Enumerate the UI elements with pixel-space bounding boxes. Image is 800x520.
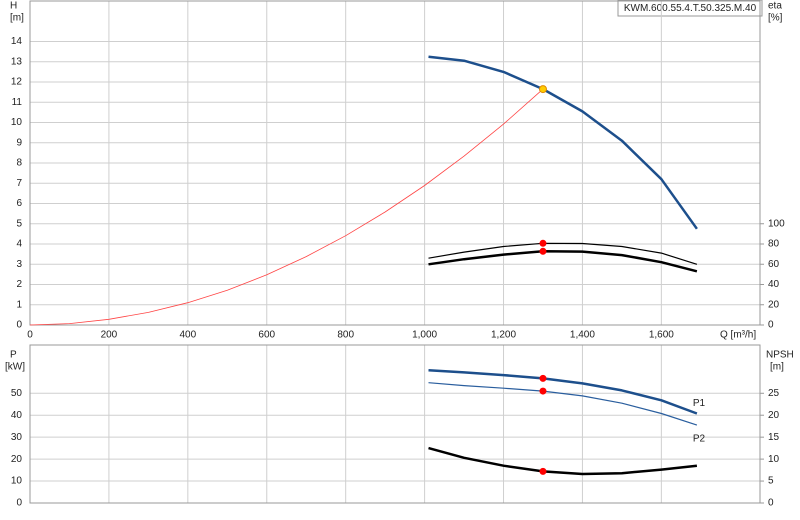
y-tick-label: 4	[16, 239, 22, 250]
x-tick-label: 1,600	[649, 330, 674, 341]
y-tick-label: 10	[11, 117, 23, 128]
series-label: P1	[693, 398, 706, 409]
y2-tick-label: 0	[768, 498, 774, 509]
x-tick-label: 1,400	[570, 330, 595, 341]
duty-point	[539, 374, 547, 382]
curve	[428, 382, 698, 426]
y2-tick-label: 0	[768, 320, 774, 331]
y-tick-label: 9	[16, 137, 22, 148]
y-tick-label: 3	[16, 259, 22, 270]
duty-point	[539, 467, 547, 475]
y2-axis-unit: [m]	[770, 362, 784, 373]
curve	[428, 250, 698, 273]
title-box	[617, 0, 763, 17]
y-tick-label: 10	[11, 476, 23, 487]
x-tick-label: 800	[337, 330, 354, 341]
curve	[428, 242, 698, 265]
y-tick-label: 2	[16, 279, 22, 290]
x-tick-label: 400	[179, 330, 196, 341]
x-tick-label: 600	[258, 330, 275, 341]
curve	[428, 446, 698, 476]
y-tick-label: 6	[16, 198, 22, 209]
y-tick-label: 1	[16, 299, 22, 310]
duty-point	[538, 85, 547, 94]
y-tick-label: 30	[11, 432, 23, 443]
y-tick-label: 12	[11, 77, 23, 88]
x-tick-label: 1,200	[491, 330, 516, 341]
y-tick-label: 0	[16, 320, 22, 331]
y-tick-label: 50	[11, 388, 23, 399]
x-axis-label: Q [m³/h]	[720, 330, 756, 341]
y-tick-label: 13	[11, 56, 23, 67]
curve	[428, 55, 698, 230]
y2-tick-label: 25	[768, 388, 780, 399]
duty-point	[539, 387, 547, 395]
x-tick-label: 200	[101, 330, 118, 341]
y2-tick-label: 80	[768, 239, 780, 250]
y-tick-label: 40	[11, 410, 23, 421]
y2-tick-label: 5	[768, 476, 774, 487]
duty-point	[539, 239, 547, 247]
y-axis-unit: [m]	[10, 13, 24, 24]
y2-tick-label: 40	[768, 279, 780, 290]
curve	[29, 88, 544, 326]
plot-frame	[29, 0, 761, 326]
y2-tick-label: 20	[768, 299, 780, 310]
chart-title: KWM.600.55.4.T.50.325.M.40	[624, 3, 757, 14]
x-tick-label: 1,000	[412, 330, 437, 341]
y2-tick-label: 15	[768, 432, 780, 443]
y-axis-label: P	[10, 350, 17, 361]
y2-axis-label: eta	[768, 1, 782, 12]
plot-frame	[29, 344, 761, 504]
y-tick-label: 8	[16, 158, 22, 169]
series-label: P2	[693, 434, 706, 445]
y-axis-unit: [kW]	[5, 362, 25, 373]
y-tick-label: 5	[16, 218, 22, 229]
y2-tick-label: 100	[768, 218, 785, 229]
duty-point	[539, 247, 547, 255]
y-tick-label: 11	[12, 97, 23, 108]
y2-axis-label: NPSH	[766, 350, 794, 361]
y-axis-label: H	[10, 1, 17, 12]
y2-tick-label: 10	[768, 454, 780, 465]
y-tick-label: 7	[16, 178, 22, 189]
y2-tick-label: 20	[768, 410, 780, 421]
y2-axis-unit: [%]	[768, 13, 783, 24]
x-tick-label: 0	[27, 330, 33, 341]
curve	[428, 368, 698, 415]
y2-tick-label: 60	[768, 259, 780, 270]
y-tick-label: 14	[11, 36, 23, 47]
y-tick-label: 20	[11, 454, 23, 465]
y-tick-label: 0	[16, 498, 22, 509]
